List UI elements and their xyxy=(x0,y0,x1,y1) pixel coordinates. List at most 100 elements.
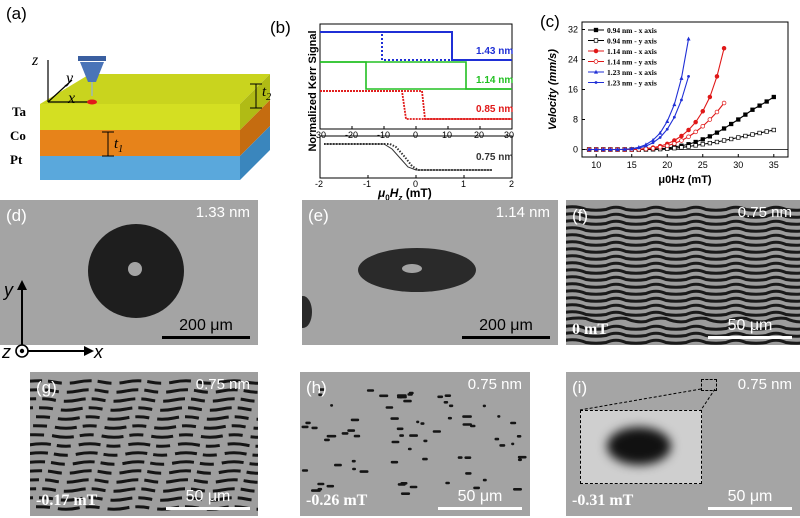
bubble xyxy=(351,459,356,463)
data-point xyxy=(679,133,684,139)
data-point xyxy=(729,136,734,142)
data-point xyxy=(679,138,684,143)
x-tick-label: 30 xyxy=(733,160,743,170)
data-point xyxy=(764,99,769,104)
panel-i-image: 0.75 nm -0.31 mT 50 μm xyxy=(566,372,800,516)
panel-d-image: 1.33 nm 200 μm xyxy=(0,200,258,345)
stripe xyxy=(566,254,800,261)
bubble xyxy=(513,488,522,491)
loop-label-085: 0.85 nm xyxy=(476,104,514,115)
bubble xyxy=(305,421,311,425)
loop-label-114: 1.14 nm xyxy=(476,75,514,86)
data-point xyxy=(700,137,705,142)
data-point xyxy=(672,141,677,146)
b-top-tick-0: -30 xyxy=(313,130,327,140)
data-point xyxy=(736,117,741,122)
bubble xyxy=(311,426,318,430)
layer-ta-label: Ta xyxy=(12,104,26,119)
domain-hole xyxy=(128,262,142,276)
data-point xyxy=(587,148,591,151)
panel-d-thickness: 1.33 nm xyxy=(195,204,250,221)
data-point xyxy=(643,146,649,152)
panel-f-field: 0 mT xyxy=(572,321,608,338)
stripe xyxy=(566,282,800,289)
bubble xyxy=(423,439,428,443)
legend-label: 1.23 nm - x axis xyxy=(607,68,657,77)
data-point xyxy=(707,140,713,146)
bubble xyxy=(326,434,337,438)
x-tick-label: 35 xyxy=(769,160,779,170)
bubble xyxy=(318,388,325,391)
data-point xyxy=(707,134,713,139)
panel-f-scalebar: 50 μm xyxy=(708,317,792,339)
data-point xyxy=(601,148,605,151)
stripe xyxy=(566,247,800,254)
data-point xyxy=(721,126,727,131)
panel-f-image: 0.75 nm 0 mT 50 μm xyxy=(566,200,800,345)
data-point xyxy=(658,130,663,135)
stripe xyxy=(566,261,800,268)
x-tick-label: 10 xyxy=(591,160,601,170)
bubble-domains xyxy=(301,388,527,495)
bubble xyxy=(396,394,407,397)
bubble xyxy=(399,434,404,437)
bubble xyxy=(516,435,522,438)
legend-label: 0.94 nm - y axis xyxy=(607,37,657,46)
data-point xyxy=(623,147,627,151)
stripe xyxy=(566,310,800,317)
data-point xyxy=(651,137,656,142)
bubble xyxy=(409,485,418,489)
bubble xyxy=(359,470,369,473)
data-point xyxy=(743,112,748,117)
panel-b-xlabel: μ0Hz (mT) xyxy=(378,186,432,203)
broken-stripe xyxy=(30,388,258,394)
data-point xyxy=(679,145,684,150)
layer-co-label: Co xyxy=(10,128,26,143)
bubble xyxy=(511,442,515,446)
stripe xyxy=(566,303,800,310)
domain-edge xyxy=(302,296,312,328)
bubble xyxy=(326,484,335,488)
panel-h-label: (h) xyxy=(306,378,327,397)
b-top-tick-6: 30 xyxy=(504,130,515,140)
panel-d-scalebar: 200 μm xyxy=(162,317,250,339)
data-point xyxy=(644,144,648,148)
data-point xyxy=(686,36,691,41)
broken-stripe xyxy=(30,379,258,385)
bubble xyxy=(437,395,444,399)
pt-layer-front xyxy=(40,156,240,180)
bubble xyxy=(432,430,441,433)
y-tick-label: 24 xyxy=(568,55,578,65)
legend-label: 1.14 nm - y axis xyxy=(607,58,657,67)
data-point xyxy=(743,133,748,139)
panel-d-label: (d) xyxy=(6,206,27,225)
stripe xyxy=(566,268,800,275)
panel-a-schematic xyxy=(40,56,270,180)
bubble xyxy=(465,472,472,475)
data-point xyxy=(757,130,762,136)
loop-114-lower xyxy=(320,61,512,90)
legend-label: 0.94 nm - x axis xyxy=(607,26,657,35)
loop-label-143: 1.43 nm xyxy=(476,46,514,57)
bubble xyxy=(397,483,406,486)
legend-label: 1.14 nm - x axis xyxy=(607,47,657,56)
data-point xyxy=(693,119,698,125)
bubble xyxy=(341,432,349,435)
bubble xyxy=(517,455,527,459)
bubble xyxy=(352,467,356,471)
broken-stripe xyxy=(30,406,258,412)
stripe xyxy=(566,289,800,296)
stripe xyxy=(566,296,800,303)
co-layer-front xyxy=(40,130,240,156)
bubble xyxy=(390,417,399,420)
bubble xyxy=(403,399,412,403)
broken-stripe xyxy=(30,397,258,403)
legend-marker xyxy=(593,59,599,64)
panel-e-label: (e) xyxy=(308,206,329,225)
broken-stripe xyxy=(30,415,258,421)
y-tick-label: 0 xyxy=(573,145,578,155)
data-point xyxy=(680,98,683,102)
zoom-inset xyxy=(580,410,702,484)
data-point xyxy=(764,129,769,134)
stripe-domains xyxy=(566,205,800,345)
